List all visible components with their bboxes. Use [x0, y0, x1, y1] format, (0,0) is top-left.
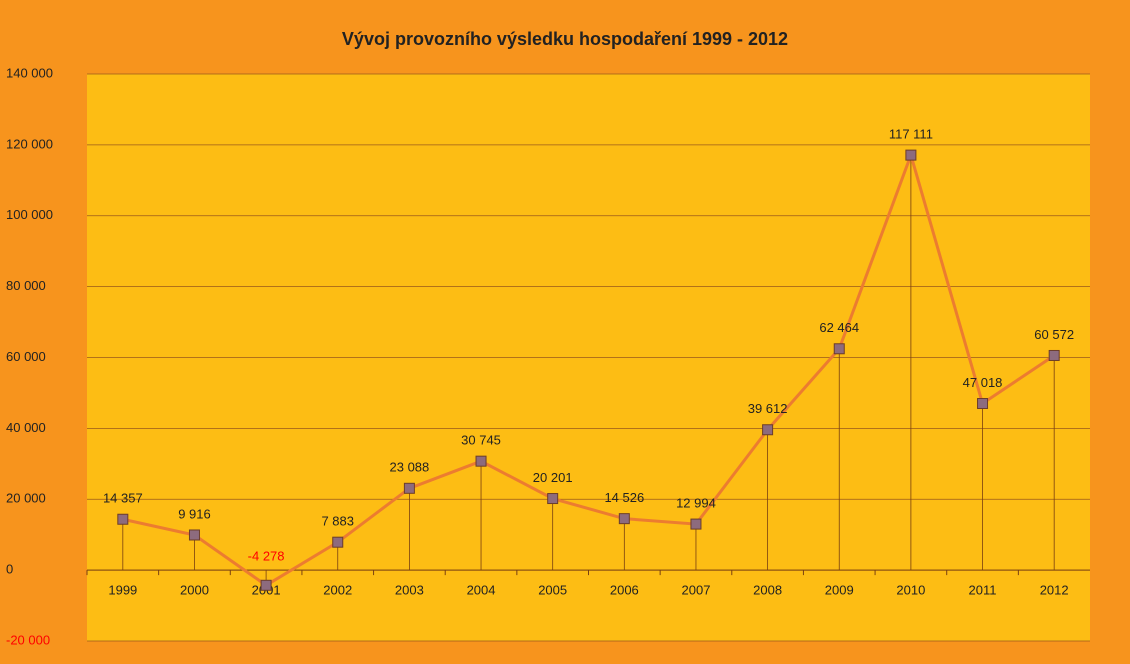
data-label: 117 111: [889, 127, 933, 142]
marker: [833, 343, 845, 355]
marker: [403, 482, 415, 494]
line: [122, 150, 1056, 588]
x-tick-label: 2006: [610, 583, 639, 598]
x-tick-label: 2009: [825, 583, 854, 598]
marker: [547, 493, 559, 505]
data-label: 47 018: [963, 375, 1003, 390]
x-tick-label: 2002: [323, 583, 352, 598]
data-label: 14 357: [103, 491, 143, 506]
x-tick-label: 2007: [682, 583, 711, 598]
data-label: 14 526: [604, 490, 644, 505]
data-label: 20 201: [533, 470, 573, 485]
x-tick-label: 2011: [969, 583, 997, 598]
data-label: 62 464: [819, 320, 859, 335]
data-label: 39 612: [748, 401, 788, 416]
y-tick-label: 100 000: [6, 207, 53, 222]
data-label: 30 745: [461, 433, 501, 448]
y-tick-label: 40 000: [6, 420, 46, 435]
marker: [332, 536, 344, 548]
y-tick-label: 60 000: [6, 349, 46, 364]
data-label: -4 278: [248, 549, 285, 564]
x-tick-label: 2003: [395, 583, 424, 598]
marker: [905, 149, 917, 161]
marker: [690, 518, 702, 530]
marker: [188, 529, 200, 541]
x-tick-label: 2008: [753, 583, 782, 598]
x-tick-label: 1999: [108, 583, 137, 598]
y-tick-label: -20 000: [6, 632, 50, 647]
x-tick-label: 2005: [538, 583, 567, 598]
marker: [1048, 349, 1060, 361]
marker: [260, 579, 272, 591]
x-tick-label: 2012: [1040, 583, 1069, 598]
data-label: 7 883: [321, 514, 354, 529]
data-label: 60 572: [1034, 327, 1074, 342]
data-label: 23 088: [390, 460, 430, 475]
x-tick-label: 2000: [180, 583, 209, 598]
data-label: 9 916: [178, 506, 211, 521]
y-tick-label: 0: [6, 562, 13, 577]
chart-title: Vývoj provozního výsledku hospodaření 19…: [342, 29, 788, 49]
y-tick-label: 120 000: [6, 136, 53, 151]
data-label: 12 994: [676, 496, 716, 511]
marker: [475, 455, 487, 467]
x-tick-label: 2004: [467, 583, 496, 598]
y-tick-label: 80 000: [6, 278, 46, 293]
marker: [762, 424, 774, 436]
x-tick-label: 2010: [896, 583, 925, 598]
marker: [618, 513, 630, 525]
y-tick-label: 140 000: [6, 65, 53, 80]
y-tick-label: 20 000: [6, 491, 46, 506]
marker: [117, 513, 129, 525]
marker: [977, 398, 989, 410]
